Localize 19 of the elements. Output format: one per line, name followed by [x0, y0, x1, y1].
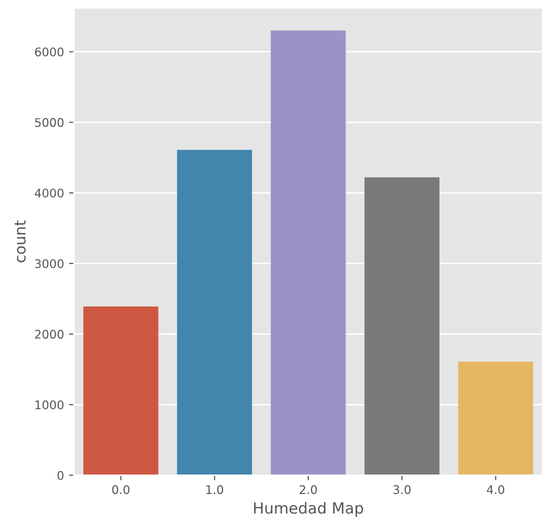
- bar: [177, 150, 252, 476]
- y-tick-label: 4000: [34, 188, 64, 198]
- bar: [364, 177, 440, 476]
- y-axis-title: count: [14, 220, 26, 262]
- x-tick-label: 0.0: [112, 485, 130, 494]
- x-axis-title: Humedad Map: [254, 502, 364, 517]
- y-tick-label: 5000: [35, 118, 64, 127]
- y-tick-label: 2000: [35, 330, 64, 339]
- bar: [458, 362, 534, 476]
- y-tick-label: 3000: [35, 259, 64, 268]
- bar: [270, 30, 346, 476]
- bar: [83, 306, 158, 476]
- y-tick-label: 0: [58, 470, 64, 480]
- x-tick-label: 3.0: [393, 485, 411, 494]
- x-tick-label: 1.0: [206, 485, 224, 494]
- y-tick-label: 6000: [35, 47, 64, 56]
- x-tick-label: 2.0: [300, 485, 317, 494]
- y-tick-label: 1000: [36, 400, 64, 410]
- x-tick-label: 4.0: [486, 485, 504, 494]
